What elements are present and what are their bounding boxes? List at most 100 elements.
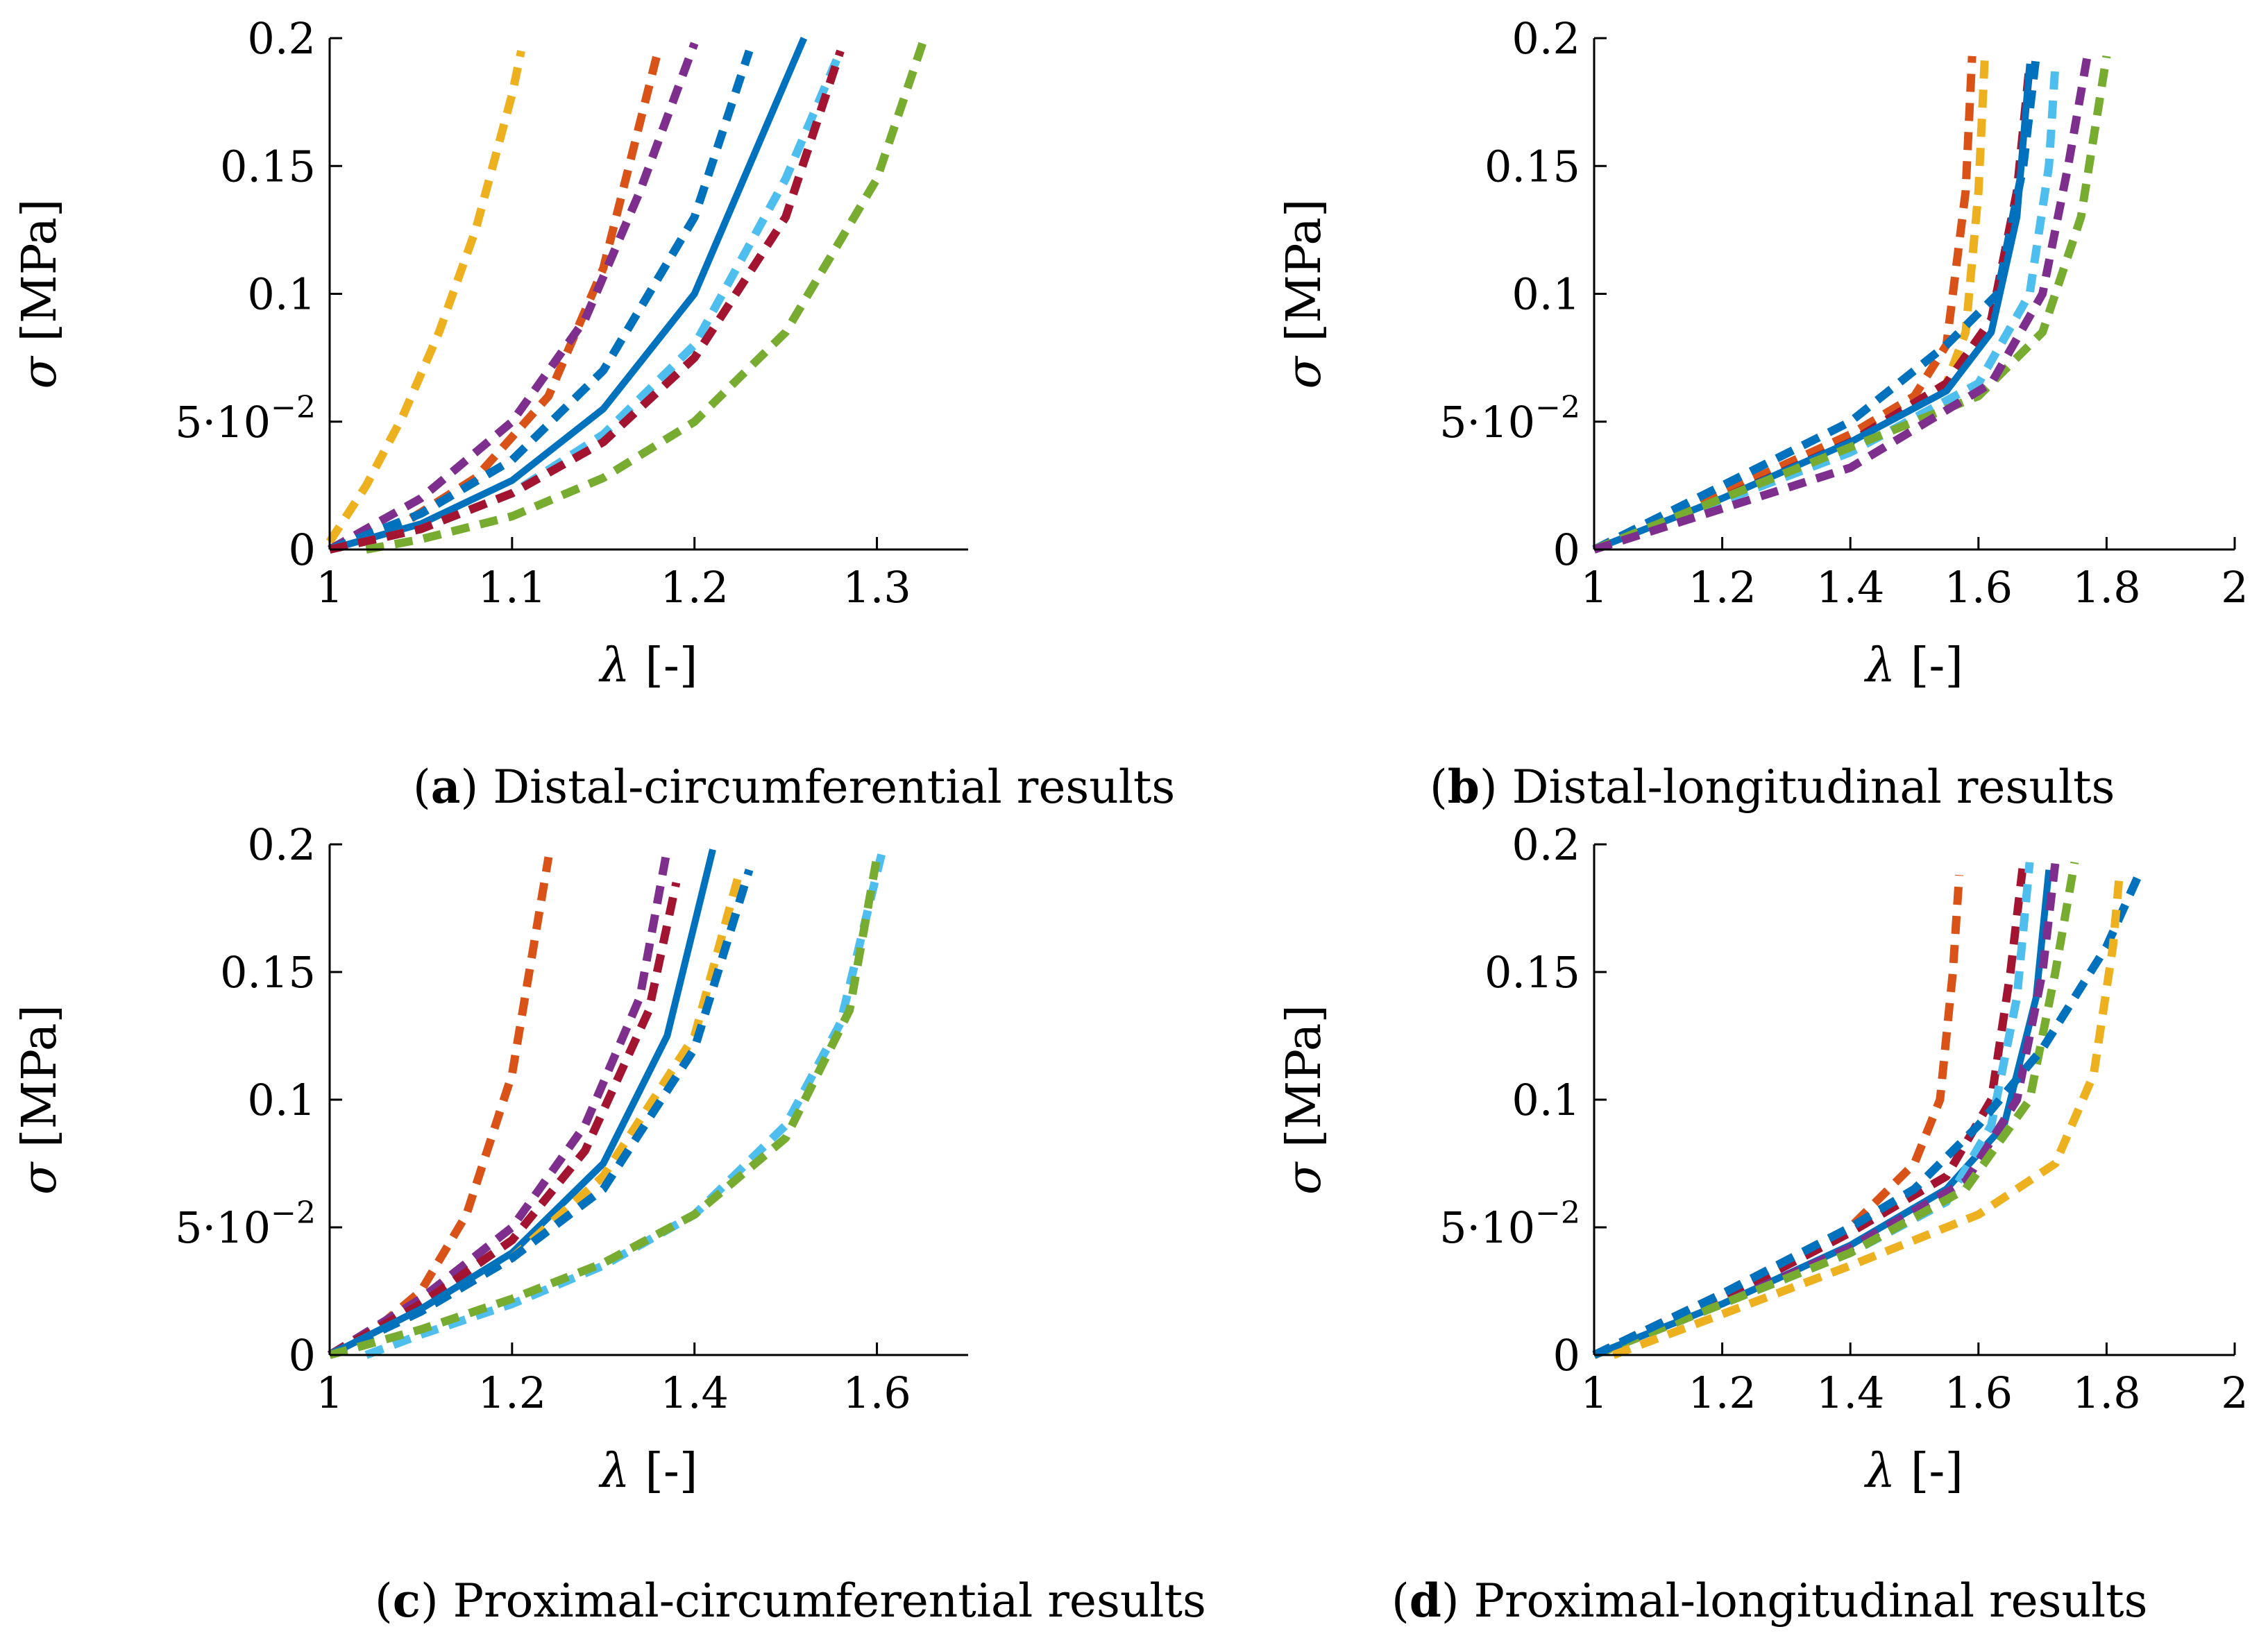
panel-caption: (a) Distal-circumferential results <box>413 760 1175 814</box>
y-tick-label-base: 0.1 <box>247 1075 316 1125</box>
x-tick-label: 1.8 <box>2072 1367 2141 1418</box>
y-axis-symbol: σ <box>12 1161 67 1195</box>
x-tick-label: 1.2 <box>1688 562 1757 613</box>
y-axis-symbol: σ <box>12 355 67 389</box>
y-tick-label-exponent: −2 <box>271 390 316 425</box>
x-tick-label: 1.6 <box>1944 1367 2013 1418</box>
series-line-3-dashed <box>328 49 754 554</box>
x-axis-symbol: λ <box>1863 1444 1895 1499</box>
y-tick-label: 0.2 <box>247 819 316 870</box>
y-tick-label-exponent: −2 <box>271 1195 316 1231</box>
panel-caption: (c) Proximal-circumferential results <box>375 1574 1206 1628</box>
caption-letter: b <box>1448 760 1480 814</box>
y-tick-label-base: 5·10 <box>1439 1202 1535 1253</box>
series-line-4-solid <box>1593 63 2033 553</box>
y-tick-label-base: 0 <box>1553 1330 1580 1381</box>
x-tick-label: 1.4 <box>1816 1367 1885 1418</box>
x-axis-label: λ [-] <box>598 638 698 693</box>
y-tick-label-base: 0.2 <box>247 819 316 870</box>
caption-letter: a <box>431 760 461 814</box>
series-line-0-dashed <box>1592 874 1964 1359</box>
y-tick-label-base: 0.2 <box>247 13 316 64</box>
y-axis-unit: [MPa] <box>1277 199 1332 357</box>
series-line-4-dashed <box>1592 862 2060 1359</box>
y-tick-label-base: 0.15 <box>220 947 316 998</box>
caption-close-paren: ) <box>1441 1574 1459 1628</box>
series-line-7-dashed <box>365 42 926 554</box>
caption-close-paren: ) <box>421 1574 439 1628</box>
y-axis-unit: [MPa] <box>1277 1005 1332 1163</box>
series-line-7-dashed <box>1593 55 2092 554</box>
x-tick-label: 1.6 <box>1944 562 2013 613</box>
y-tick-label: 0.15 <box>1484 947 1580 998</box>
y-tick-label-base: 0.1 <box>247 269 316 320</box>
x-tick-label: 2 <box>2221 562 2248 613</box>
x-axis-symbol: λ <box>1863 638 1895 693</box>
x-axis-unit: [-] <box>630 638 698 693</box>
caption-open-paren: ( <box>1430 760 1448 814</box>
y-tick-label: 0.1 <box>1512 1075 1580 1125</box>
caption-letter: d <box>1410 1574 1441 1628</box>
caption-open-paren: ( <box>375 1574 393 1628</box>
x-tick-label: 1.4 <box>1816 562 1885 613</box>
x-tick-label: 1.8 <box>2072 562 2141 613</box>
y-tick-label-base: 0.1 <box>1512 1075 1580 1125</box>
x-tick-label: 1 <box>316 1367 343 1418</box>
x-axis-label: λ [-] <box>1863 1444 1963 1499</box>
x-axis-unit: [-] <box>630 1444 698 1499</box>
y-tick-label: 0.2 <box>1512 13 1580 64</box>
y-tick-label: 0.1 <box>247 1075 316 1125</box>
x-tick-label: 1 <box>316 562 343 613</box>
series-line-6-dashed <box>1592 55 2111 554</box>
series-line-0-dashed <box>325 50 525 545</box>
series-line-6-dashed <box>328 49 845 554</box>
y-tick-label: 0.15 <box>220 141 316 191</box>
series-line-5-dashed <box>328 869 754 1359</box>
y-tick-label-base: 0.15 <box>1484 947 1580 998</box>
y-tick-label-base: 0.15 <box>220 141 316 191</box>
y-tick-label: 5·10−2 <box>1439 390 1580 448</box>
y-tick-label-base: 0.1 <box>1512 269 1580 320</box>
y-tick-label: 0.1 <box>247 269 316 320</box>
x-axis-unit: [-] <box>1895 1444 1963 1499</box>
caption-text: Proximal-longitudinal results <box>1459 1574 2148 1628</box>
series-line-2-dashed <box>328 881 681 1359</box>
caption-open-paren: ( <box>413 760 431 814</box>
y-tick-label: 0 <box>1553 1330 1580 1381</box>
y-tick-label-base: 0.15 <box>1484 141 1580 191</box>
y-axis-symbol: σ <box>1277 355 1332 389</box>
series-line-1-dashed <box>327 849 672 1359</box>
y-tick-label: 5·10−2 <box>1439 1195 1580 1253</box>
panel-caption: (d) Proximal-longitudinal results <box>1391 1574 2148 1628</box>
series-line-5-dashed <box>1592 63 2060 554</box>
x-tick-label: 1.2 <box>1688 1367 1757 1418</box>
x-axis-symbol: λ <box>598 638 630 693</box>
caption-close-paren: ) <box>461 760 479 814</box>
y-tick-label-exponent: −2 <box>1535 1195 1580 1231</box>
y-tick-label-base: 0 <box>289 1330 316 1381</box>
chart-panel-d: 1 1.2 1.4 1.6 1.8 2 0 5·10−2 0.1 0.15 0.2 λ [-] σ [M… <box>1277 819 2249 1628</box>
series-line-6-dashed <box>1592 873 2143 1359</box>
y-tick-label: 0.2 <box>1512 819 1580 870</box>
y-axis-unit: [MPa] <box>12 199 67 357</box>
y-tick-label: 0 <box>289 525 316 575</box>
series-line-6-dashed <box>364 853 886 1359</box>
y-tick-label: 5·10−2 <box>175 390 316 448</box>
y-tick-label: 0 <box>1553 525 1580 575</box>
series-line-4-dashed <box>328 869 745 1359</box>
caption-close-paren: ) <box>1480 760 1498 814</box>
x-tick-label: 1 <box>1580 1367 1607 1418</box>
y-tick-label: 0.15 <box>220 947 316 998</box>
y-axis-symbol: σ <box>1277 1161 1332 1195</box>
x-tick-label: 1.2 <box>660 562 729 613</box>
chart-panel-a: 1 1.1 1.2 1.3 0 5·10−2 0.1 0.15 0.2 λ [-] σ [MPa] (… <box>12 13 1175 814</box>
series-line-5-dashed <box>1592 861 2079 1359</box>
y-tick-label-base: 5·10 <box>1439 397 1535 448</box>
x-axis-label: λ [-] <box>598 1444 698 1499</box>
x-axis-unit: [-] <box>1895 638 1963 693</box>
y-tick-label-base: 0 <box>289 525 316 575</box>
x-tick-label: 2 <box>2221 1367 2248 1418</box>
x-tick-label: 1.4 <box>660 1367 729 1418</box>
caption-open-paren: ( <box>1391 1574 1410 1628</box>
